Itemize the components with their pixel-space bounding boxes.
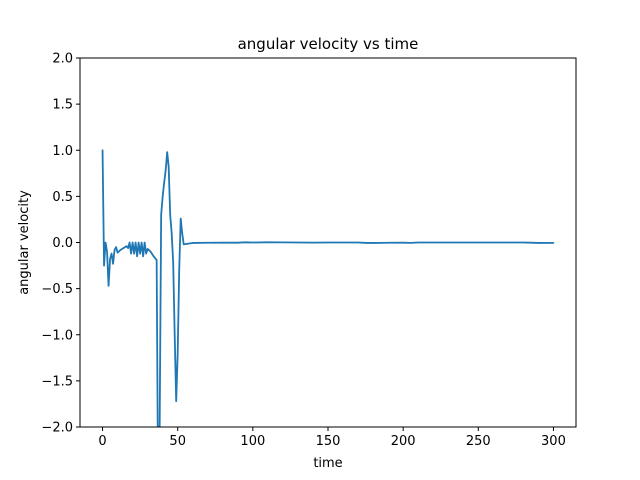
plot-frame (79, 57, 577, 428)
y-tick-label: 2.0 (52, 52, 73, 67)
x-tick-label: 0 (98, 434, 106, 449)
x-tick-label: 300 (541, 434, 566, 449)
x-tick-label: 100 (240, 434, 265, 449)
y-tick-label: −0.5 (41, 282, 73, 297)
x-tick-label: 50 (169, 434, 186, 449)
y-tick-label: −1.0 (41, 328, 73, 343)
y-tick-label: 0.0 (52, 236, 73, 251)
x-tick-label: 150 (316, 434, 341, 449)
chart-title: angular velocity vs time (238, 35, 419, 53)
y-tick-label: 1.5 (52, 98, 73, 113)
series-line (101, 149, 555, 427)
y-axis-label: angular velocity (17, 190, 32, 295)
y-tick-label: −2.0 (41, 421, 73, 436)
y-tick-label: 0.5 (52, 190, 73, 205)
x-tick-label: 200 (391, 434, 416, 449)
x-axis-label: time (313, 456, 342, 471)
y-tick-label: −1.5 (41, 374, 73, 389)
y-tick-label: 1.0 (52, 144, 73, 159)
ticks-group: 0 50 100 150 200 250 300 −2.0 −1.5 −1.0 −0.5 0.0 0.5… (41, 52, 565, 450)
x-tick-label: 250 (466, 434, 491, 449)
